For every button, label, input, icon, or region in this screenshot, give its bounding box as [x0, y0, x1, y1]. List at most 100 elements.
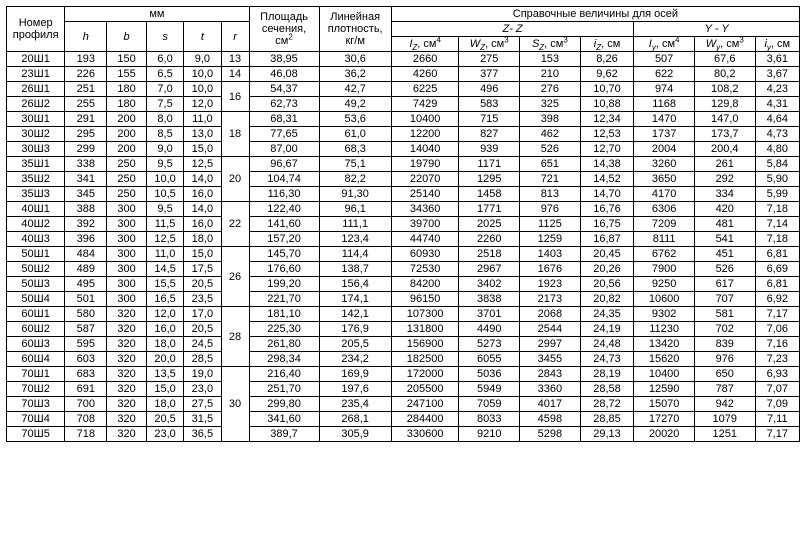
cell-n: 60Ш2	[7, 322, 65, 337]
cell-b: 180	[107, 82, 147, 97]
cell-Iz: 44740	[391, 232, 459, 247]
cell-Sz: 3455	[520, 352, 581, 367]
cell-Wy: 617	[694, 277, 755, 292]
cell-b: 200	[107, 112, 147, 127]
table-body: 20Ш11931506,09,01338,9530,626602751538,2…	[7, 52, 800, 442]
cell-area: 96,67	[249, 157, 319, 172]
cell-Wy: 976	[694, 352, 755, 367]
cell-iy: 7,14	[755, 217, 799, 232]
cell-s: 10,0	[146, 172, 183, 187]
cell-lin: 49,2	[319, 97, 391, 112]
cell-Wy: 1251	[694, 427, 755, 442]
cell-Iz: 182500	[391, 352, 459, 367]
cell-b: 300	[107, 262, 147, 277]
cell-area: 145,70	[249, 247, 319, 262]
cell-Sz: 462	[520, 127, 581, 142]
cell-Iz: 14040	[391, 142, 459, 157]
cell-n: 60Ш1	[7, 307, 65, 322]
cell-b: 250	[107, 157, 147, 172]
cell-area: 122,40	[249, 202, 319, 217]
cell-n: 30Ш3	[7, 142, 65, 157]
cell-iy: 4,23	[755, 82, 799, 97]
cell-area: 181,10	[249, 307, 319, 322]
cell-area: 141,60	[249, 217, 319, 232]
table-row: 30Ш32992009,015,087,0068,31404093952612,…	[7, 142, 800, 157]
cell-Wy: 650	[694, 367, 755, 382]
cell-b: 300	[107, 277, 147, 292]
cell-Wz: 2518	[459, 247, 520, 262]
cell-area: 104,74	[249, 172, 319, 187]
cell-iz: 29,13	[580, 427, 634, 442]
cell-t: 28,5	[184, 352, 221, 367]
cell-Wy: 292	[694, 172, 755, 187]
cell-s: 14,5	[146, 262, 183, 277]
cell-s: 7,5	[146, 97, 183, 112]
cell-iz: 28,85	[580, 412, 634, 427]
cell-area: 157,20	[249, 232, 319, 247]
cell-b: 320	[107, 382, 147, 397]
cell-s: 11,5	[146, 217, 183, 232]
cell-h: 484	[65, 247, 107, 262]
cell-Wz: 827	[459, 127, 520, 142]
cell-iz: 20,56	[580, 277, 634, 292]
cell-lin: 268,1	[319, 412, 391, 427]
cell-t: 17,5	[184, 262, 221, 277]
cell-s: 6,5	[146, 67, 183, 82]
cell-lin: 61,0	[319, 127, 391, 142]
cell-iz: 20,82	[580, 292, 634, 307]
cell-Wy: 541	[694, 232, 755, 247]
cell-area: 298,34	[249, 352, 319, 367]
cell-r: 26	[221, 247, 249, 307]
cell-iy: 3,61	[755, 52, 799, 67]
cell-r: 28	[221, 307, 249, 367]
cell-t: 11,0	[184, 112, 221, 127]
cell-Wy: 147,0	[694, 112, 755, 127]
cell-n: 50Ш3	[7, 277, 65, 292]
cell-Wz: 2967	[459, 262, 520, 277]
cell-n: 35Ш3	[7, 187, 65, 202]
cell-Sz: 2544	[520, 322, 581, 337]
cell-b: 320	[107, 397, 147, 412]
cell-Iy: 3650	[634, 172, 695, 187]
table-row: 70Ш370032018,027,5299,80235,424710070594…	[7, 397, 800, 412]
cell-area: 46,08	[249, 67, 319, 82]
cell-Sz: 4598	[520, 412, 581, 427]
cell-Iy: 10600	[634, 292, 695, 307]
col-Wy: Wy, см3	[694, 37, 755, 52]
cell-Wy: 80,2	[694, 67, 755, 82]
table-row: 60Ш359532018,024,5261,80205,515690052732…	[7, 337, 800, 352]
cell-b: 320	[107, 427, 147, 442]
cell-Wy: 200,4	[694, 142, 755, 157]
col-area: Площадь сечения, см2	[249, 7, 319, 52]
cell-Iz: 22070	[391, 172, 459, 187]
table-row: 40Ш339630012,518,0157,20123,444740226012…	[7, 232, 800, 247]
cell-r: 30	[221, 367, 249, 442]
cell-iz: 16,76	[580, 202, 634, 217]
cell-area: 216,40	[249, 367, 319, 382]
cell-Sz: 153	[520, 52, 581, 67]
cell-iz: 12,53	[580, 127, 634, 142]
cell-iz: 20,45	[580, 247, 634, 262]
cell-Iy: 7900	[634, 262, 695, 277]
cell-Wz: 4490	[459, 322, 520, 337]
cell-lin: 197,6	[319, 382, 391, 397]
cell-lin: 305,9	[319, 427, 391, 442]
cell-Iz: 12200	[391, 127, 459, 142]
cell-h: 489	[65, 262, 107, 277]
cell-lin: 235,4	[319, 397, 391, 412]
cell-Wy: 707	[694, 292, 755, 307]
cell-Iy: 1168	[634, 97, 695, 112]
cell-r: 14	[221, 67, 249, 82]
cell-Wz: 715	[459, 112, 520, 127]
cell-iy: 6,92	[755, 292, 799, 307]
table-row: 23Ш12261556,510,01446,0836,242603772109,…	[7, 67, 800, 82]
cell-t: 23,5	[184, 292, 221, 307]
cell-Sz: 2173	[520, 292, 581, 307]
cell-iy: 7,11	[755, 412, 799, 427]
cell-lin: 111,1	[319, 217, 391, 232]
cell-iy: 7,17	[755, 307, 799, 322]
cell-Wz: 3838	[459, 292, 520, 307]
cell-Sz: 2997	[520, 337, 581, 352]
cell-n: 35Ш2	[7, 172, 65, 187]
col-iyr: iy, см	[755, 37, 799, 52]
